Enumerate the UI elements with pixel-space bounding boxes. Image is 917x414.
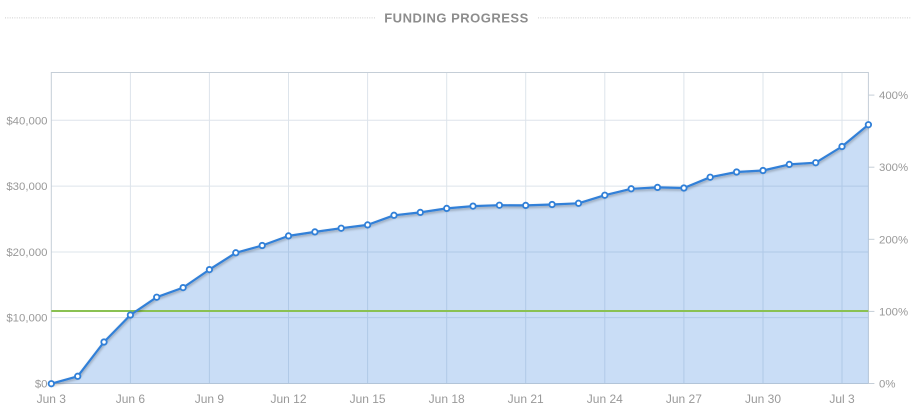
svg-text:200%: 200% xyxy=(879,234,908,246)
svg-text:Jun 9: Jun 9 xyxy=(195,392,225,406)
svg-text:Jun 27: Jun 27 xyxy=(666,392,702,406)
svg-text:$0: $0 xyxy=(35,379,48,391)
svg-text:400%: 400% xyxy=(879,90,908,102)
svg-text:Jun 15: Jun 15 xyxy=(350,392,386,406)
svg-text:Jun 3: Jun 3 xyxy=(37,392,67,406)
svg-text:$30,000: $30,000 xyxy=(6,181,47,193)
svg-text:$40,000: $40,000 xyxy=(6,115,47,127)
svg-text:Jun 30: Jun 30 xyxy=(745,392,781,406)
svg-text:Jun 24: Jun 24 xyxy=(587,392,623,406)
svg-text:Jun 21: Jun 21 xyxy=(508,392,544,406)
svg-text:Jun 12: Jun 12 xyxy=(270,392,306,406)
svg-text:$20,000: $20,000 xyxy=(6,247,47,259)
svg-text:Jul 3: Jul 3 xyxy=(829,392,855,406)
svg-text:FUNDING PROGRESS: FUNDING PROGRESS xyxy=(384,11,529,26)
svg-text:100%: 100% xyxy=(879,306,908,318)
svg-text:Jun 18: Jun 18 xyxy=(429,392,465,406)
svg-text:300%: 300% xyxy=(879,162,908,174)
svg-text:Jun 6: Jun 6 xyxy=(116,392,146,406)
svg-text:0%: 0% xyxy=(879,379,895,391)
svg-text:$10,000: $10,000 xyxy=(6,313,47,325)
